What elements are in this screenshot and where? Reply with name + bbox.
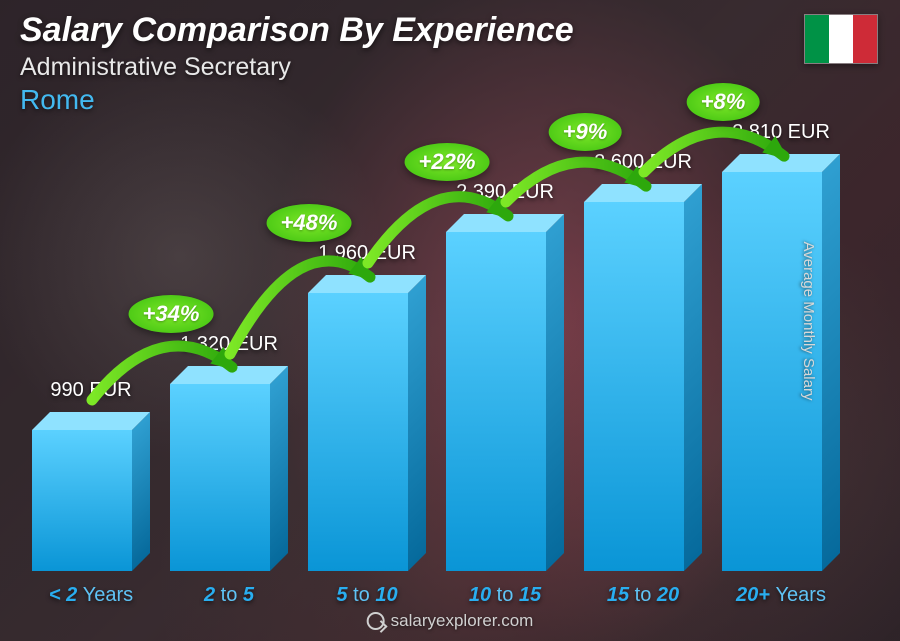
bar-side xyxy=(270,366,288,571)
chart-location: Rome xyxy=(20,84,574,116)
increase-badge: +9% xyxy=(549,113,622,151)
chart-subtitle: Administrative Secretary xyxy=(20,53,574,82)
flag-stripe-green xyxy=(805,15,829,63)
bar-side xyxy=(546,214,564,571)
increase-badge: +34% xyxy=(129,295,214,333)
country-flag-italy xyxy=(804,14,878,64)
search-icon xyxy=(367,612,385,630)
chart-title: Salary Comparison By Experience xyxy=(20,12,574,49)
header: Salary Comparison By Experience Administ… xyxy=(20,12,574,116)
bar-x-label: 20+ Years xyxy=(716,584,846,607)
footer: salaryexplorer.com xyxy=(367,611,534,631)
increase-badge: +22% xyxy=(405,143,490,181)
bar-front xyxy=(584,202,684,571)
bar-x-label: 10 to 15 xyxy=(440,584,570,607)
flag-stripe-white xyxy=(829,15,853,63)
increase-badge: +48% xyxy=(267,204,352,242)
bar-front xyxy=(32,430,132,571)
y-axis-label: Average Monthly Salary xyxy=(800,241,817,400)
bar-x-label: < 2 Years xyxy=(26,584,156,607)
salary-bar-chart: 990 EUR< 2 Years1,320 EUR2 to 51,960 EUR… xyxy=(32,101,852,571)
bar-x-label: 15 to 20 xyxy=(578,584,708,607)
footer-text: salaryexplorer.com xyxy=(391,611,534,631)
bar-side xyxy=(684,184,702,571)
bar-x-label: 5 to 10 xyxy=(302,584,432,607)
flag-stripe-red xyxy=(853,15,877,63)
bar-side xyxy=(408,275,426,571)
bar-x-label: 2 to 5 xyxy=(164,584,294,607)
bar-side xyxy=(822,154,840,571)
increase-badge: +8% xyxy=(687,83,760,121)
